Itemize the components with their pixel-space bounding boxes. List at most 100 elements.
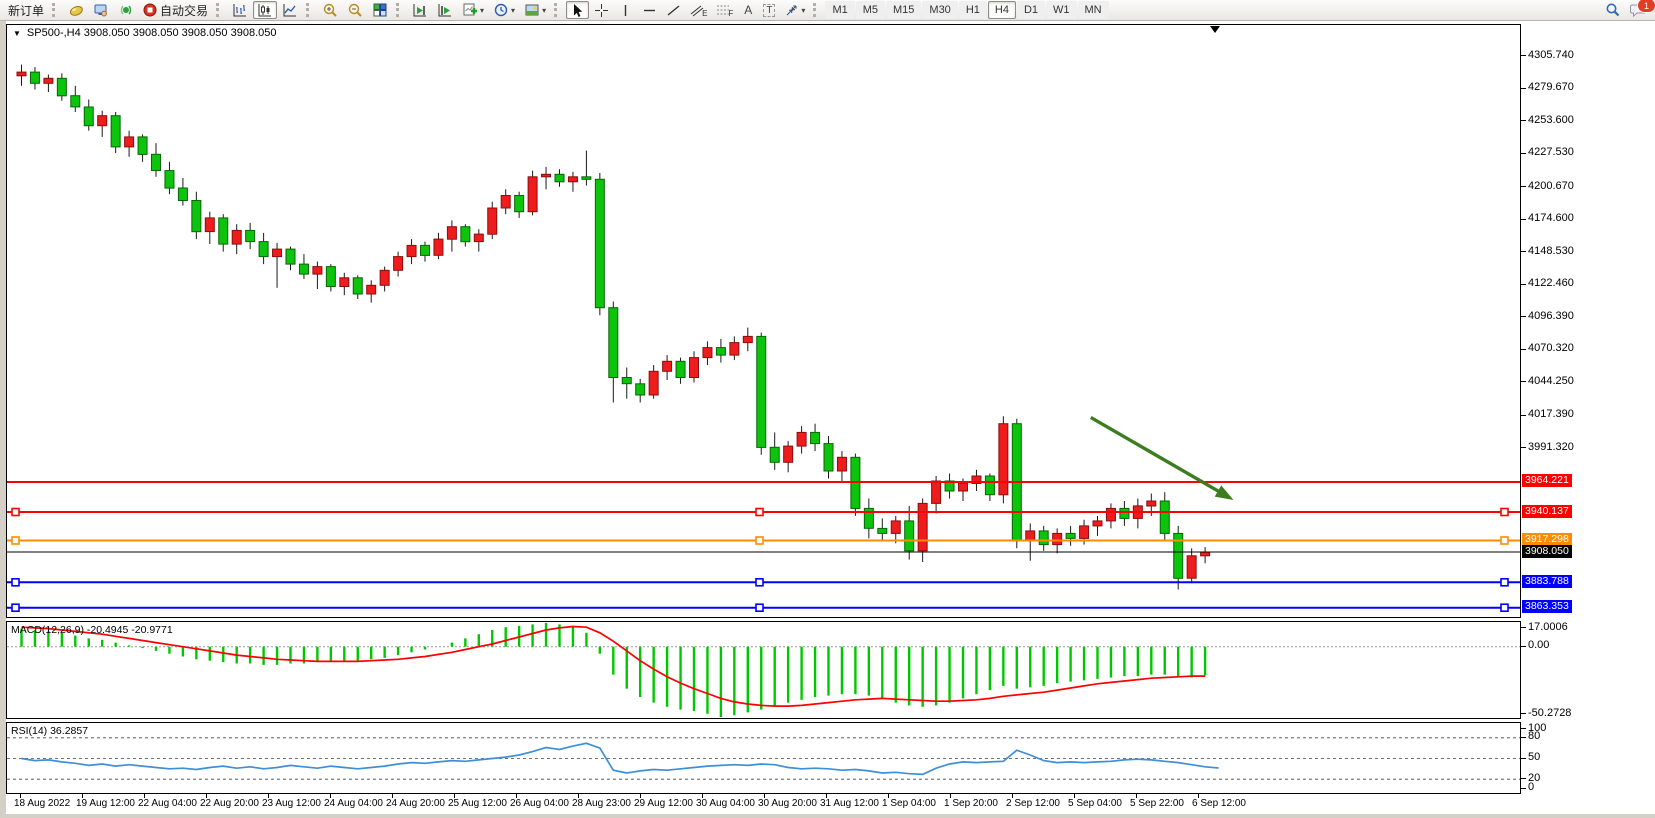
line-selection-handle[interactable] [1500, 577, 1509, 587]
date-axis-value: 31 Aug 12:00 [820, 798, 879, 809]
horizontal-line-tool-button[interactable] [638, 1, 661, 19]
timeframe-button-m5[interactable]: M5 [855, 1, 885, 19]
candle [393, 256, 404, 271]
line-selection-handle[interactable] [11, 536, 20, 545]
auto-trading-button[interactable]: 自动交易 [139, 1, 212, 19]
date-axis-value: 5 Sep 04:00 [1068, 798, 1122, 809]
rsi-canvas[interactable] [7, 723, 1520, 793]
timeframe-button-h1[interactable]: H1 [958, 1, 987, 19]
macd-canvas[interactable] [7, 622, 1520, 718]
expert-advisor-icon[interactable] [89, 1, 113, 19]
zoom-in-button[interactable] [318, 1, 342, 19]
signals-icon[interactable] [114, 1, 138, 19]
auto-scroll-button[interactable] [408, 1, 432, 19]
timeframe-button-m15[interactable]: M15 [886, 1, 922, 19]
candle [177, 187, 188, 201]
line-selection-handle[interactable] [755, 603, 764, 613]
notifications-icon[interactable]: 1 [1626, 0, 1655, 19]
crosshair-tool-button[interactable] [590, 1, 613, 19]
label-tool-letter: T [763, 3, 776, 17]
rsi-axis-tick [1521, 737, 1526, 738]
arrows-tool-button[interactable]: ▾ [780, 1, 809, 19]
tile-windows-button[interactable] [368, 1, 392, 19]
line-selection-handle[interactable] [1500, 603, 1509, 613]
line-selection-handle[interactable] [1500, 536, 1509, 545]
date-axis-tick [392, 793, 393, 798]
line-selection-handle[interactable] [11, 507, 20, 517]
date-axis-tick [1198, 793, 1199, 798]
date-axis-value: 22 Aug 04:00 [138, 798, 197, 809]
price-axis-value: 3991.320 [1528, 441, 1574, 453]
date-axis-tick [702, 793, 703, 798]
candle [204, 217, 215, 233]
trend-arrow-line[interactable] [1089, 415, 1221, 494]
macd-axis-value: -50.2728 [1528, 707, 1572, 719]
price-axis-tick [1521, 316, 1526, 317]
chevron-down-icon: ▾ [801, 5, 806, 15]
candle [191, 200, 202, 233]
new-chart-button[interactable]: ▾ [458, 1, 488, 19]
bar-chart-button[interactable] [228, 1, 252, 19]
macd-panel[interactable] [6, 621, 1521, 719]
date-axis-value: 26 Aug 04:00 [510, 798, 569, 809]
candle [16, 71, 27, 77]
candle [164, 170, 175, 189]
scroll-to-end-marker-icon[interactable] [1210, 26, 1220, 33]
price-axis-tick [1521, 381, 1526, 382]
date-axis-tick [516, 793, 517, 798]
fibonacci-tool-button[interactable]: F [712, 1, 737, 19]
gold-badge-icon[interactable] [64, 1, 88, 19]
candle [648, 370, 659, 396]
equidistant-channel-tool-button[interactable]: E [686, 1, 711, 19]
line-selection-handle[interactable] [11, 577, 20, 587]
chart-shift-button[interactable] [433, 1, 457, 19]
line-selection-handle[interactable] [1500, 507, 1509, 517]
candle [460, 226, 471, 243]
new-order-button[interactable]: 新订单 [4, 1, 48, 19]
candle [83, 106, 94, 127]
candle [836, 456, 847, 472]
line-selection-handle[interactable] [755, 577, 764, 587]
candle [810, 431, 821, 445]
candle [218, 217, 229, 245]
candle [1159, 500, 1170, 534]
zoom-out-button[interactable] [343, 1, 367, 19]
price-axis-tick [1521, 186, 1526, 187]
candle [621, 377, 632, 385]
candlestick-chart-button[interactable] [253, 1, 278, 19]
line-selection-handle[interactable] [11, 603, 20, 613]
candle [1186, 555, 1197, 579]
timeframe-button-d1[interactable]: D1 [1016, 1, 1045, 19]
line-selection-handle[interactable] [755, 507, 764, 517]
templates-button[interactable]: ▾ [520, 1, 550, 19]
cursor-tool-button[interactable] [566, 1, 590, 19]
vertical-line-tool-button[interactable] [614, 1, 637, 19]
candle [500, 195, 511, 209]
trendline-tool-button[interactable] [662, 1, 685, 19]
search-icon[interactable] [1601, 1, 1625, 19]
price-chart-panel[interactable] [6, 24, 1521, 618]
date-axis-tick [20, 793, 21, 798]
chart-menu-arrow-icon[interactable]: ▼ [13, 28, 21, 38]
candle [151, 153, 161, 172]
fibonacci-letter: F [728, 8, 734, 18]
text-label-tool-button[interactable]: T [759, 1, 779, 19]
rsi-panel[interactable] [6, 722, 1521, 794]
timeframe-button-w1[interactable]: W1 [1046, 1, 1077, 19]
line-chart-button[interactable] [278, 1, 302, 19]
price-chart-canvas[interactable] [7, 25, 1520, 617]
chart-window: ▼ SP500-,H4 3908.050 3908.050 3908.050 3… [6, 21, 1655, 814]
candle [689, 357, 699, 379]
date-axis-value: 18 Aug 2022 [14, 798, 71, 809]
timeframe-button-m30[interactable]: M30 [922, 1, 958, 19]
text-tool-button[interactable]: A [738, 1, 758, 19]
timeframe-button-mn[interactable]: MN [1077, 1, 1109, 19]
chevron-down-icon: ▾ [511, 5, 516, 15]
timeframe-button-m1[interactable]: M1 [825, 1, 855, 19]
timeframe-button-h4[interactable]: H4 [987, 1, 1016, 19]
periods-button[interactable]: ▾ [489, 1, 519, 19]
candle [541, 173, 552, 178]
candle [1052, 532, 1063, 546]
trend-arrow-head[interactable] [1214, 485, 1234, 500]
line-selection-handle[interactable] [755, 536, 764, 545]
